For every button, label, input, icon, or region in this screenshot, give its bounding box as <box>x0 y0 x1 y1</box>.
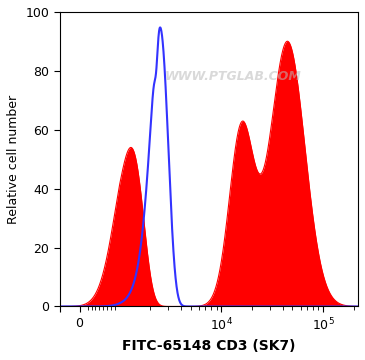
Y-axis label: Relative cell number: Relative cell number <box>7 95 20 224</box>
Text: WWW.PTGLAB.COM: WWW.PTGLAB.COM <box>164 70 301 83</box>
X-axis label: FITC-65148 CD3 (SK7): FITC-65148 CD3 (SK7) <box>122 339 296 353</box>
